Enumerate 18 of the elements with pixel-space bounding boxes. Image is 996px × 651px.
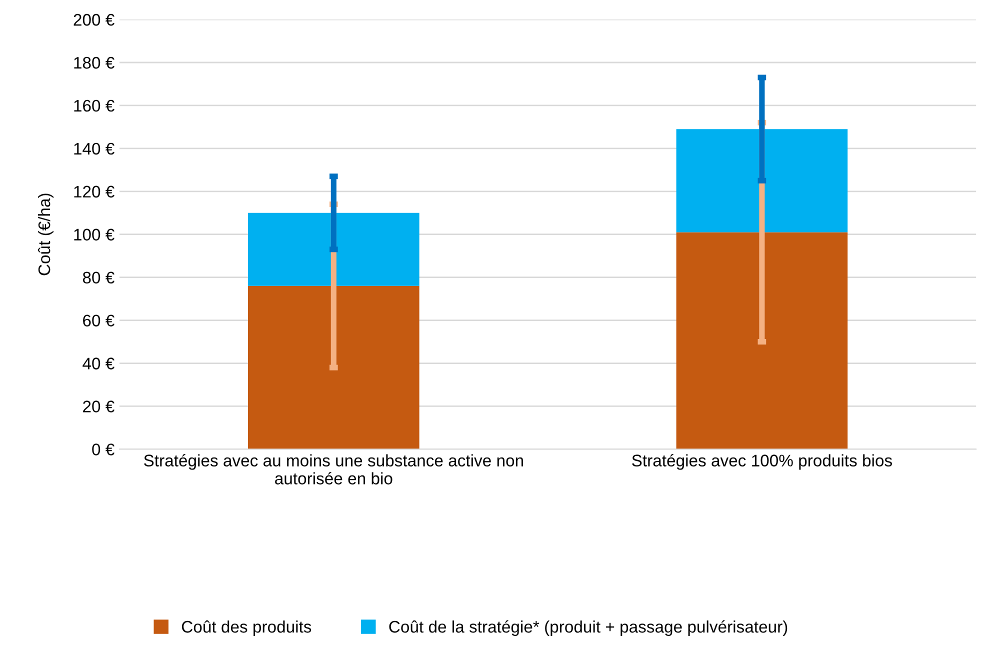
y-tick-label: 180 €	[74, 56, 114, 69]
y-tick-label: 140 €	[74, 142, 114, 155]
x-tick-label: Stratégies avec 100% produits bios	[632, 454, 892, 470]
bar	[248, 286, 420, 450]
y-tick-label: 20 €	[83, 400, 114, 412]
legend-label: Coût des produits	[182, 620, 312, 636]
y-tick-label: 100 €	[74, 228, 114, 241]
y-tick-label: 160 €	[74, 100, 114, 112]
legend-label: Coût de la stratégie* (produit + passage pulvérisateur)	[389, 620, 788, 636]
y-tick-label: 200 €	[74, 14, 114, 26]
y-tick-label: 120 €	[74, 186, 114, 198]
y-tick-label: 40 €	[82, 358, 114, 370]
y-tick-label: 80 €	[82, 272, 114, 284]
y-tick-label: 0 €	[92, 444, 114, 456]
y-tick-label: 60 €	[83, 314, 114, 326]
x-tick-label: Stratégies avec au moins une substance active non autorisée en bio	[144, 454, 523, 484]
bar	[676, 232, 848, 450]
y-axis-title: Coût (€/ha)	[38, 194, 54, 276]
